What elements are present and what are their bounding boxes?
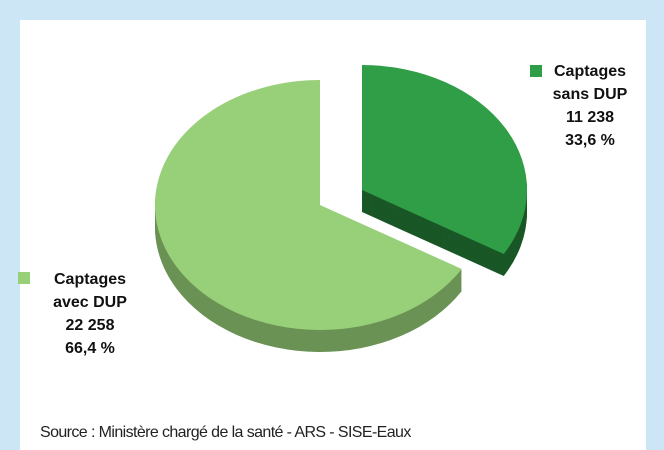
percent-label: 33,6 % — [565, 132, 615, 149]
legend-swatch — [530, 65, 542, 77]
slice-label: Captages avec DUP 22 258 66,4 % — [35, 268, 145, 360]
source: Source : Ministère chargé de la santé - … — [40, 424, 411, 441]
slice-label: Captages sans DUP 11 238 33,6 % — [535, 60, 645, 152]
legend-swatch — [18, 272, 30, 284]
value-label: 22 258 — [65, 317, 115, 334]
slice — [154, 80, 462, 331]
slice — [362, 65, 527, 254]
category: Captages sans DUP — [552, 63, 628, 103]
category: Captages avec DUP — [53, 271, 127, 311]
percent-label: 66,4 % — [65, 340, 115, 357]
value-label: 11 238 — [565, 109, 615, 126]
